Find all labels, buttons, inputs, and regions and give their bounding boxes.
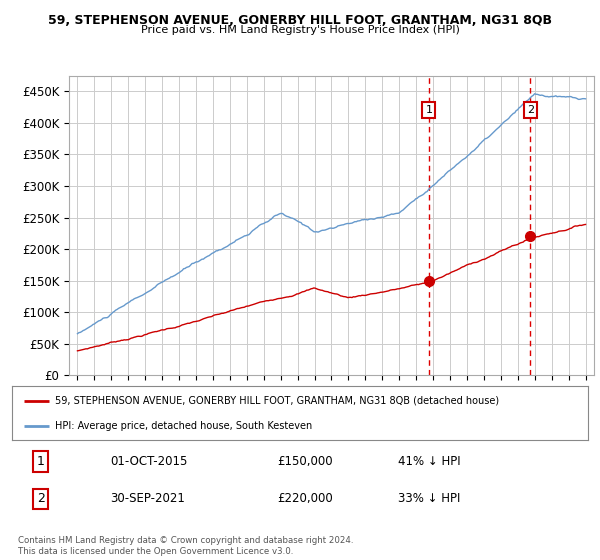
Text: 1: 1 <box>425 105 433 115</box>
Text: £220,000: £220,000 <box>277 492 333 505</box>
Text: £150,000: £150,000 <box>277 455 332 468</box>
Text: 2: 2 <box>37 492 45 505</box>
Text: HPI: Average price, detached house, South Kesteven: HPI: Average price, detached house, Sout… <box>55 421 313 431</box>
Text: Price paid vs. HM Land Registry's House Price Index (HPI): Price paid vs. HM Land Registry's House … <box>140 25 460 35</box>
Text: 01-OCT-2015: 01-OCT-2015 <box>110 455 187 468</box>
Text: 30-SEP-2021: 30-SEP-2021 <box>110 492 185 505</box>
Text: 1: 1 <box>37 455 45 468</box>
Text: Contains HM Land Registry data © Crown copyright and database right 2024.
This d: Contains HM Land Registry data © Crown c… <box>18 536 353 556</box>
Text: 2: 2 <box>527 105 534 115</box>
Text: 33% ↓ HPI: 33% ↓ HPI <box>398 492 460 505</box>
Text: 59, STEPHENSON AVENUE, GONERBY HILL FOOT, GRANTHAM, NG31 8QB: 59, STEPHENSON AVENUE, GONERBY HILL FOOT… <box>48 14 552 27</box>
Text: 59, STEPHENSON AVENUE, GONERBY HILL FOOT, GRANTHAM, NG31 8QB (detached house): 59, STEPHENSON AVENUE, GONERBY HILL FOOT… <box>55 396 499 406</box>
Text: 41% ↓ HPI: 41% ↓ HPI <box>398 455 461 468</box>
